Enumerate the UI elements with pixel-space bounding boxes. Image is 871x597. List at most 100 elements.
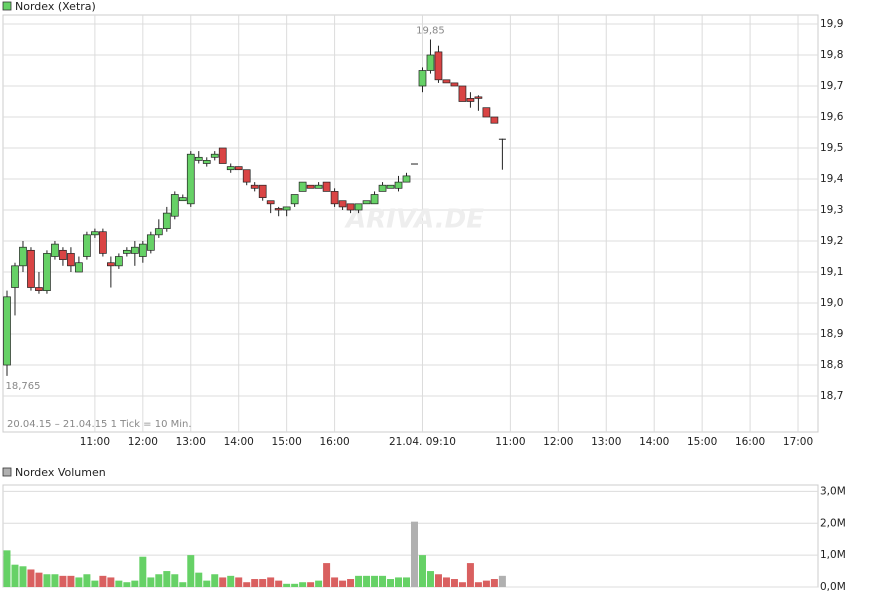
candle-body <box>378 184 387 192</box>
y-tick-label: 19,5 <box>820 142 843 154</box>
candle-body <box>234 166 243 171</box>
candle-body <box>218 147 227 164</box>
volume-bar <box>474 582 482 587</box>
plot-area <box>2 484 819 588</box>
volume-bar <box>418 555 426 587</box>
candle-body <box>107 262 115 267</box>
y-tick-label: 19,2 <box>820 235 843 247</box>
y-tick-label: 19,0 <box>820 297 843 309</box>
x-tick-label: 12:00 <box>128 436 158 448</box>
candle-body <box>122 249 131 254</box>
candle-body <box>394 181 403 189</box>
candle-body <box>314 184 323 189</box>
volume-bar <box>458 582 466 587</box>
candle-body <box>354 203 363 211</box>
candle-body <box>170 194 179 217</box>
volume-bar <box>59 575 67 587</box>
candle-body <box>410 163 418 165</box>
y-tick-label: 3,0M <box>820 485 846 497</box>
chart-title: Nordex (Xetra) <box>15 0 96 13</box>
y-tick-label: 18,8 <box>820 359 843 371</box>
x-tick-label: 16:00 <box>735 436 765 448</box>
volume-bar <box>283 583 291 587</box>
candle-body <box>490 116 499 124</box>
x-tick-label: 17:00 <box>783 436 813 448</box>
volume-bar <box>251 579 259 587</box>
plot-area <box>2 14 819 433</box>
volume-bar <box>243 582 251 587</box>
volume-bar <box>323 563 331 587</box>
volume-bar <box>227 575 235 587</box>
volume-bar <box>35 572 43 587</box>
subtitle: 20.04.15 – 21.04.15 1 Tick = 10 Min. <box>7 419 192 430</box>
candle-body <box>83 234 91 257</box>
candle-body <box>115 256 123 267</box>
volume-bar <box>267 577 275 587</box>
candle-body <box>51 243 59 257</box>
volume-bar <box>219 577 227 587</box>
candle-body <box>474 96 483 99</box>
volume-bar <box>171 574 179 587</box>
volume-bar <box>315 580 323 587</box>
x-tick-label: 16:00 <box>319 436 349 448</box>
volume-bar <box>371 575 379 587</box>
annotation: 19,85 <box>416 25 445 36</box>
candle-body <box>99 231 107 254</box>
volume-bar <box>51 574 59 587</box>
volume-bar <box>91 580 99 587</box>
volume-bar <box>107 577 115 587</box>
volume-bar <box>331 577 339 587</box>
x-tick-label: 14:00 <box>224 436 254 448</box>
volume-bar <box>347 579 355 587</box>
volume-bar <box>434 574 442 587</box>
volume-bar <box>442 577 450 587</box>
chart-title: Nordex Volumen <box>15 466 106 479</box>
candle-body <box>59 249 67 260</box>
volume-bar <box>195 572 203 587</box>
legend-icon <box>2 467 12 477</box>
volume-bar <box>187 555 195 587</box>
annotation: 18,765 <box>5 381 40 392</box>
x-tick-label: 14:00 <box>639 436 669 448</box>
candle-body <box>186 153 195 205</box>
candle-body <box>482 107 491 118</box>
x-tick-label: 13:00 <box>176 436 206 448</box>
y-tick-label: 2,0M <box>820 517 846 529</box>
y-tick-label: 18,9 <box>820 328 843 340</box>
candle-body <box>418 70 427 87</box>
candle-body <box>162 212 171 229</box>
volume-bar <box>131 580 139 587</box>
candle-body <box>202 160 211 164</box>
x-tick-label: 11:00 <box>80 436 110 448</box>
candle-body <box>322 181 331 192</box>
y-tick-label: 19,1 <box>820 266 843 278</box>
candle-body <box>91 231 99 236</box>
x-tick-label: 12:00 <box>543 436 573 448</box>
candle-body <box>154 228 163 236</box>
volume-bar <box>203 580 211 587</box>
volume-bar <box>395 577 403 587</box>
volume-bar <box>291 583 299 587</box>
legend-icon <box>2 1 12 11</box>
volume-bar <box>179 582 187 587</box>
volume-bar <box>235 577 243 587</box>
y-tick-label: 19,4 <box>820 173 844 185</box>
volume-bar <box>259 579 267 587</box>
candle-body <box>75 262 83 273</box>
y-tick-label: 19,7 <box>820 80 843 92</box>
volume-bar <box>83 574 91 587</box>
x-tick-label: 15:00 <box>272 436 302 448</box>
candle-body <box>402 175 411 183</box>
volume-bar <box>155 574 163 587</box>
volume-bar <box>426 571 434 587</box>
candle-body <box>19 246 27 267</box>
y-tick-label: 19,3 <box>820 204 843 216</box>
candle-body <box>338 200 347 208</box>
volume-bar <box>43 574 51 587</box>
y-tick-label: 19,8 <box>820 49 843 61</box>
volume-bar <box>299 582 307 587</box>
candle-body <box>258 184 267 198</box>
candle-body <box>11 265 19 288</box>
candle-body <box>210 153 219 158</box>
